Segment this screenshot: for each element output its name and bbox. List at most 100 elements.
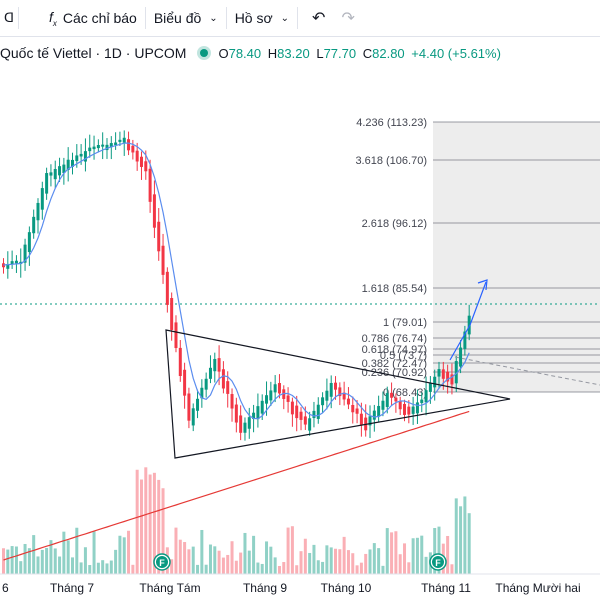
volume-bar [152, 472, 156, 574]
chart-type-label: Biểu đồ [153, 10, 202, 26]
candle-body [415, 402, 419, 414]
event-marker[interactable]: F [153, 553, 171, 571]
candle-body [282, 389, 286, 399]
low-key: L [316, 45, 324, 61]
volume-bar [411, 538, 415, 574]
candle-body [226, 381, 230, 394]
volume-bar [252, 535, 256, 574]
volume-bar [303, 538, 307, 574]
volume-bar [14, 546, 18, 574]
profile-button[interactable]: Hồ sơ ⌄ [227, 0, 297, 36]
symbol-title[interactable]: Quốc tế Viettel · 1D · UPCOM [0, 45, 187, 61]
volume-bar [265, 541, 269, 574]
volume-bar [161, 488, 165, 574]
candle-body [269, 390, 273, 401]
volume-bar [385, 528, 389, 574]
candle-body [450, 374, 454, 385]
triangle-drawing[interactable] [165, 329, 511, 459]
fib-level-label: 0.618 (74.97) [362, 344, 427, 356]
candle-body [36, 202, 40, 221]
volume-bar [83, 547, 87, 574]
volume-bar [415, 537, 419, 574]
candle-body [27, 232, 31, 253]
indicators-label: Các chỉ báo [62, 10, 137, 26]
candle-body [346, 398, 350, 405]
candle-body [247, 417, 251, 429]
volume-bar [101, 560, 105, 574]
candle-body [329, 382, 333, 397]
volume-bar [420, 535, 424, 574]
fib-levels: 4.236 (113.23) 3.618 (106.70) 2.618 (96.12… [355, 117, 600, 399]
candle-body [381, 400, 385, 410]
candle-body [208, 367, 212, 379]
volume-bar [372, 543, 376, 574]
volume-bar [157, 479, 161, 574]
chart-type-button[interactable]: Biểu đồ ⌄ [146, 0, 226, 36]
toolbar-divider [225, 7, 227, 29]
volume-bar [364, 553, 368, 574]
volume-bar [66, 540, 70, 574]
event-marker[interactable]: F [429, 553, 447, 571]
candle-body [49, 172, 53, 176]
fib-level-label: 4.236 (113.23) [356, 117, 427, 129]
volume-bar [428, 552, 432, 574]
candle-body [114, 142, 118, 146]
candle-body [135, 150, 139, 162]
candle-body [45, 173, 49, 194]
redo-button[interactable]: ↷ [333, 0, 362, 36]
volume-bar [368, 549, 372, 574]
undo-icon: ↶ [312, 10, 326, 27]
volume-bar [75, 527, 79, 574]
volume-bar [299, 551, 303, 574]
x-axis-tick-label: Tháng 11 [421, 581, 471, 595]
candle-body [83, 151, 87, 162]
volume-bar [53, 548, 57, 574]
fx-icon: fx [48, 8, 57, 28]
candle-body [10, 261, 14, 265]
volume-bar [277, 565, 281, 574]
candle-body [101, 144, 105, 147]
indicators-button[interactable]: fx Các chỉ báo [41, 0, 145, 36]
volume-bar [403, 543, 407, 574]
candle-body [127, 139, 131, 151]
volume-bar [463, 496, 467, 574]
candle-body [377, 405, 381, 417]
volume-bar [433, 528, 437, 574]
open-value: 78.40 [228, 45, 262, 61]
candle-body [441, 369, 445, 379]
undo-button[interactable]: ↶ [304, 0, 333, 36]
candle-body [390, 392, 394, 398]
toolbar-divider [17, 7, 19, 29]
volume-bar [329, 547, 333, 574]
fib-level-label: 3.618 (106.70) [355, 155, 427, 167]
candle-body [118, 139, 122, 142]
trend-arrow[interactable] [449, 281, 487, 361]
candle-body [32, 216, 36, 234]
candle-body [325, 390, 329, 401]
volume-bar [351, 553, 355, 574]
volume-bar [45, 547, 49, 574]
candle-body [372, 410, 376, 420]
volume-bar [27, 548, 31, 574]
volume-bar [342, 536, 346, 574]
volume-bar [32, 535, 36, 574]
candle-body [2, 263, 5, 268]
volume-bar [122, 537, 126, 574]
close-key: C [362, 45, 373, 61]
x-axis-tick-label: Tháng 9 [243, 581, 287, 595]
candle-body [334, 382, 338, 390]
candle-body [355, 408, 359, 414]
market-status-dot [200, 49, 209, 57]
volume-bar [10, 546, 14, 574]
volume-bar [88, 565, 92, 574]
volume-bar [390, 532, 394, 574]
volume-bar [217, 550, 221, 574]
toolbar-leading-icon[interactable]: ᗡ [4, 10, 14, 25]
candle-body [252, 412, 256, 420]
volume-bar [174, 527, 178, 574]
moving-average-long [3, 410, 470, 561]
candlesticks [2, 130, 471, 441]
volume-bar [312, 544, 316, 574]
volume-bar [105, 563, 109, 574]
